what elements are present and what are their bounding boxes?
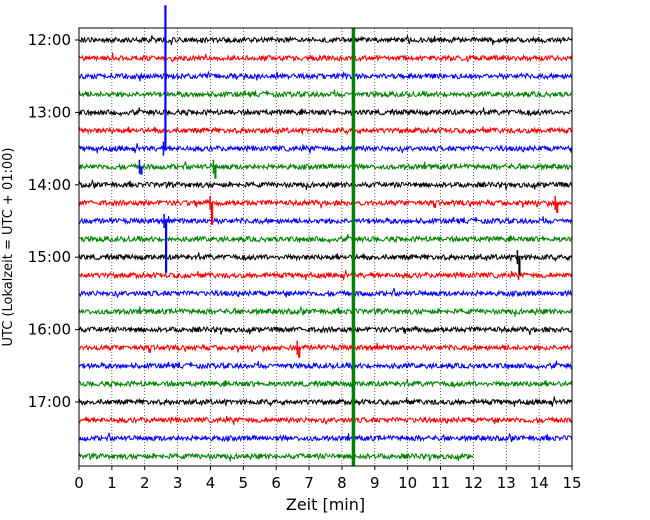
x-tick-label: 0 [74, 474, 84, 492]
seismogram-trace-1330 [78, 143, 573, 154]
seismogram-trace-1730 [78, 432, 573, 443]
seismogram-trace-1530 [78, 287, 573, 298]
seismogram-trace-1515 [78, 269, 573, 281]
seismogram-trace-1715 [78, 415, 572, 425]
y-tick-label: 13:00 [28, 103, 71, 121]
grid-lines [111, 28, 540, 466]
plot-frame [78, 27, 573, 467]
x-tick-label: 9 [370, 474, 380, 492]
x-tick-label: 6 [271, 474, 281, 492]
x-axis-label: Zeit [min] [286, 495, 365, 514]
y-tick-label: 17:00 [28, 393, 71, 411]
seismogram-trace-1200 [78, 35, 573, 46]
x-tick-label: 5 [239, 474, 249, 492]
seismogram-trace-1745 [78, 452, 474, 462]
y-tick-label: 15:00 [28, 248, 71, 266]
seismogram-trace-1545 [78, 305, 573, 317]
x-tick-label: 11 [431, 474, 450, 492]
y-tick-label: 14:00 [28, 176, 71, 194]
x-axis-ticks: 0 1 2 3 4 5 6 7 8 9 10 11 12 13 14 15 [74, 466, 582, 492]
seismogram-trace-1230 [78, 70, 573, 82]
x-tick-label: 15 [562, 474, 581, 492]
x-tick-label: 4 [206, 474, 216, 492]
y-tick-label: 16:00 [28, 321, 71, 339]
y-axis-ticks: 12:00 13:00 14:00 15:00 16:00 17:00 [28, 31, 79, 411]
x-tick-label: 13 [497, 474, 516, 492]
seismogram-trace-1645 [78, 378, 573, 389]
x-tick-label: 1 [107, 474, 117, 492]
seismogram-trace-1315 [78, 126, 573, 136]
trace-group [78, 5, 573, 462]
seismogram-trace-1345 [78, 161, 573, 172]
seismogram-trace-1245 [78, 89, 572, 99]
seismogram-trace-1215 [78, 52, 573, 63]
x-tick-label: 8 [337, 474, 347, 492]
seismogram-trace-1430 [78, 215, 573, 226]
seismogram-trace-1445 [78, 234, 573, 244]
x-tick-label: 10 [398, 474, 417, 492]
x-tick-label: 3 [173, 474, 183, 492]
y-axis-label: UTC (Lokalzeit = UTC + 01:00) [1, 148, 16, 347]
seismogram-trace-1500 [78, 252, 573, 263]
x-tick-label: 14 [530, 474, 549, 492]
seismogram-trace-1300 [78, 107, 573, 118]
seismogram-trace-1415 [78, 198, 573, 209]
seismogram-trace-1630 [78, 360, 573, 371]
seismogram-trace-1615 [78, 342, 573, 354]
x-tick-label: 7 [304, 474, 314, 492]
x-tick-label: 12 [464, 474, 483, 492]
seismogram-trace-1600 [78, 325, 572, 336]
seismogram-trace-1400 [78, 178, 573, 191]
y-tick-label: 12:00 [28, 31, 71, 49]
x-tick-label: 2 [140, 474, 150, 492]
seismogram-trace-1700 [78, 396, 573, 408]
